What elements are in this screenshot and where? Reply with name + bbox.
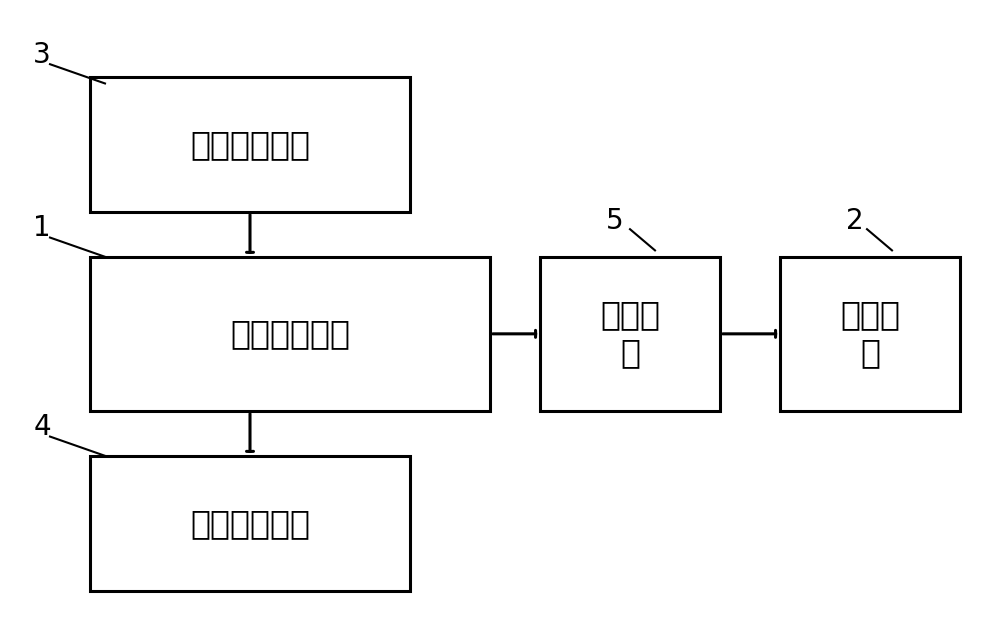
Bar	[780, 257, 960, 411]
Text: 磁通控制模块: 磁通控制模块	[190, 128, 310, 161]
Bar	[90, 77, 410, 212]
Text: 编码模
块: 编码模 块	[840, 299, 900, 369]
Text: 2: 2	[846, 207, 864, 236]
Text: 3: 3	[33, 40, 51, 69]
Bar	[90, 456, 410, 591]
Text: 跃迁控制模块: 跃迁控制模块	[190, 507, 310, 540]
Bar	[90, 257, 490, 411]
Text: 5: 5	[606, 207, 624, 236]
Bar	[540, 257, 720, 411]
Text: 读取模
块: 读取模 块	[600, 299, 660, 369]
Text: 4: 4	[33, 413, 51, 441]
Text: 量子比特结构: 量子比特结构	[230, 317, 350, 351]
Text: 1: 1	[33, 214, 51, 242]
